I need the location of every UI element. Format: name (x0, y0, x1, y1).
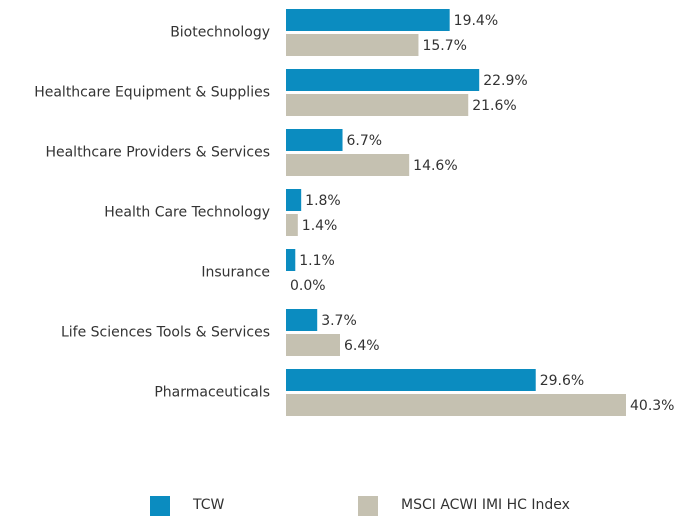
value-label: 0.0% (290, 278, 326, 294)
category-label: Healthcare Providers & Services (45, 145, 270, 161)
bar (286, 309, 318, 331)
category-label: Pharmaceuticals (154, 385, 270, 401)
value-label: 22.9% (483, 73, 527, 89)
value-label: 6.7% (347, 133, 383, 149)
bar (286, 129, 343, 151)
value-label: 21.6% (472, 98, 516, 114)
category-label: Insurance (201, 265, 270, 281)
category-label: Healthcare Equipment & Supplies (34, 85, 270, 101)
value-label: 1.1% (299, 253, 335, 269)
category-label: Life Sciences Tools & Services (61, 325, 270, 341)
value-label: 15.7% (422, 38, 466, 54)
bar (286, 334, 340, 356)
value-label: 29.6% (540, 373, 584, 389)
bar (286, 214, 298, 236)
bar (286, 154, 410, 176)
value-label: 19.4% (454, 13, 498, 29)
value-label: 1.4% (302, 218, 338, 234)
bar (286, 34, 419, 56)
legend-label: TCW (192, 497, 225, 513)
legend-swatch (150, 496, 170, 516)
bar (286, 189, 302, 211)
value-label: 6.4% (344, 338, 380, 354)
value-label: 1.8% (305, 193, 341, 209)
bar (286, 94, 469, 116)
bar (286, 394, 626, 416)
category-label: Biotechnology (170, 25, 270, 41)
legend-label: MSCI ACWI IMI HC Index (401, 497, 570, 513)
value-label: 3.7% (321, 313, 357, 329)
bar (286, 69, 480, 91)
value-label: 40.3% (630, 398, 674, 414)
value-label: 14.6% (413, 158, 457, 174)
bar (286, 9, 450, 31)
bar (286, 369, 536, 391)
category-label: Health Care Technology (104, 205, 270, 221)
legend-swatch (358, 496, 378, 516)
bar (286, 249, 296, 271)
